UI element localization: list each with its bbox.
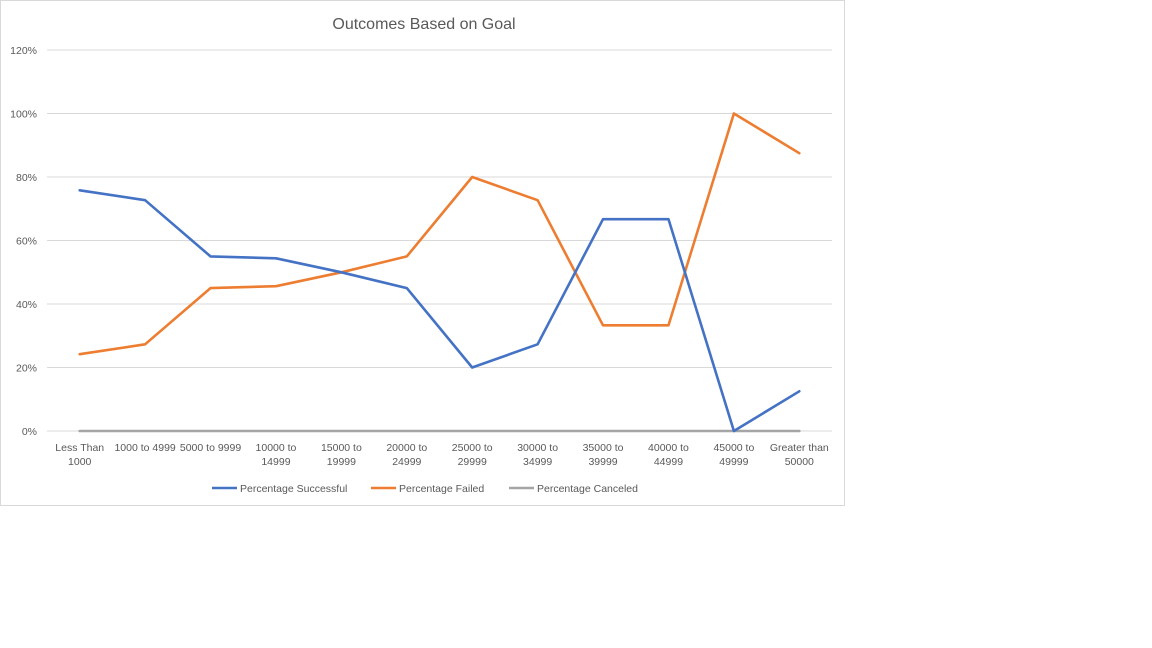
- chart-title: Outcomes Based on Goal: [332, 16, 515, 33]
- x-tick-label: 35000 to 39999: [583, 442, 624, 468]
- y-tick-label: 100%: [10, 109, 37, 121]
- series-line-percentage-failed: [78, 112, 801, 356]
- y-tick-label: 120%: [10, 45, 37, 57]
- x-tick-label: 10000 to 14999: [256, 442, 297, 468]
- x-axis-tick-labels: Less Than 1000 1000 to 4999 5000 to 9999 100…: [55, 442, 829, 468]
- x-tick-label: 15000 to 19999: [321, 442, 362, 468]
- x-tick-label: 5000 to 9999: [180, 442, 241, 454]
- x-tick-label: Greater than 50000: [770, 442, 829, 468]
- y-tick-label: 40%: [16, 299, 37, 311]
- y-axis-tick-labels: 0% 20% 40% 60% 80% 100% 120%: [10, 45, 37, 438]
- x-tick-label: 30000 to 34999: [517, 442, 558, 468]
- x-tick-label: 45000 to 49999: [713, 442, 754, 468]
- legend-label: Percentage Failed: [399, 483, 484, 495]
- x-tick-label: 1000 to 4999: [114, 442, 175, 454]
- x-tick-label: 40000 to 44999: [648, 442, 689, 468]
- y-tick-label: 60%: [16, 236, 37, 248]
- y-tick-label: 20%: [16, 363, 37, 375]
- y-tick-label: 0%: [22, 426, 37, 438]
- line-chart: Outcomes Based on Goal 0% 20% 40% 60% 80% 100…: [10, 16, 832, 495]
- legend-label: Percentage Canceled: [537, 483, 638, 495]
- series-lines: [78, 112, 801, 433]
- x-tick-label: 20000 to 24999: [386, 442, 427, 468]
- legend-label: Percentage Successful: [240, 483, 347, 495]
- legend: Percentage Successful Percentage Failed Pe…: [212, 483, 638, 495]
- gridlines: [47, 49, 832, 432]
- x-tick-label: 25000 to 29999: [452, 442, 493, 468]
- series-line-percentage-successful: [78, 189, 801, 433]
- chart-area: Outcomes Based on Goal 0% 20% 40% 60% 80% 100…: [0, 0, 845, 506]
- x-tick-label: Less Than 1000: [55, 442, 104, 468]
- y-tick-label: 80%: [16, 172, 37, 184]
